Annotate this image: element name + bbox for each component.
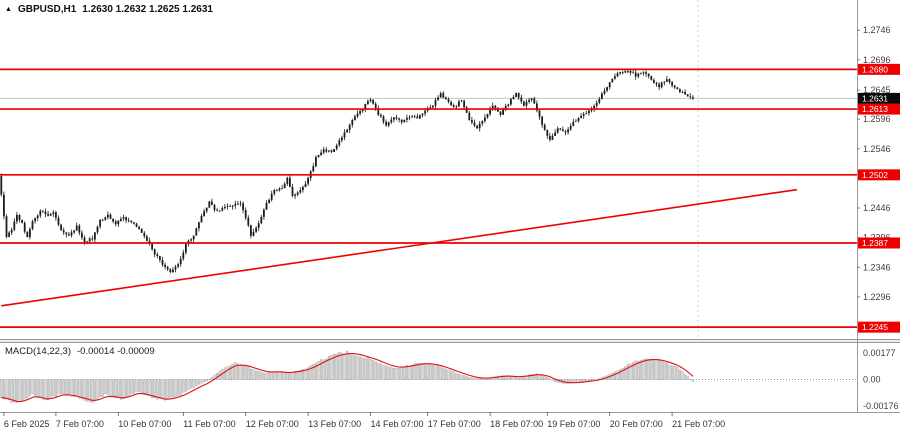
time-axis-label: 14 Feb 07:00 xyxy=(371,419,424,429)
time-axis-label: 17 Feb 07:00 xyxy=(428,419,481,429)
level-price-badge xyxy=(858,103,900,115)
time-axis[interactable]: 6 Feb 2025 7 Feb 07:00 10 Feb 07:00 11 Feb … xyxy=(3,412,725,429)
price-badge-label: 1.2245 xyxy=(862,322,888,332)
macd-indicator-label: MACD(14,22,3) -0.00014 -0.00009 xyxy=(5,346,155,357)
level-price-badge xyxy=(858,237,900,249)
chart-header: ▲ GBPUSD,H1 1.2630 1.2632 1.2625 1.2631 xyxy=(5,4,213,15)
macd-histogram xyxy=(0,350,694,404)
price-badge-label: 1.2613 xyxy=(862,104,888,114)
price-tick-label: 1.2746 xyxy=(863,25,891,35)
price-tick-label: 1.2596 xyxy=(863,114,891,124)
price-tick-label: 1.2296 xyxy=(863,292,891,302)
price-badge-label: 1.2631 xyxy=(862,93,888,103)
time-axis-label: 20 Feb 07:00 xyxy=(610,419,663,429)
level-price-badge xyxy=(858,321,900,333)
price-tick-label: 1.2546 xyxy=(863,144,891,154)
current-price-badge xyxy=(858,92,900,104)
price-badge-label: 1.2502 xyxy=(862,170,888,180)
macd-axis: 0.00177 0.00 -0.00176 xyxy=(863,348,899,411)
chart-symbol-icon: ▲ xyxy=(5,6,12,13)
time-axis-label: 6 Feb 2025 xyxy=(4,419,50,429)
macd-axis-label: 0.00 xyxy=(863,375,881,385)
price-tick-label: 1.2696 xyxy=(863,55,891,65)
panel-splitter[interactable] xyxy=(0,339,900,343)
macd-signal-line xyxy=(1,353,694,403)
level-price-badge xyxy=(858,63,900,75)
trend-line[interactable] xyxy=(1,188,798,307)
time-axis-label: 21 Feb 07:00 xyxy=(672,419,725,429)
price-tick-label: 1.2645 xyxy=(863,85,891,95)
candles-layer xyxy=(0,69,694,274)
ohlc-values: 1.2630 1.2632 1.2625 1.2631 xyxy=(82,4,213,15)
time-axis-label: 11 Feb 07:00 xyxy=(183,419,235,429)
time-axis-label: 7 Feb 07:00 xyxy=(56,419,104,429)
price-tick-label: 1.2446 xyxy=(863,203,891,213)
price-tick-label: 1.2346 xyxy=(863,262,891,272)
symbol-period-label: GBPUSD,H1 xyxy=(17,4,77,15)
level-lines[interactable] xyxy=(0,68,857,328)
time-axis-label: 12 Feb 07:00 xyxy=(246,419,299,429)
macd-axis-label: -0.00176 xyxy=(863,401,899,411)
price-axis[interactable]: 1.2746 1.2696 1.2645 1.2596 1.2546 1.2446 1.23… xyxy=(857,25,900,333)
price-badge-label: 1.2680 xyxy=(862,64,888,74)
level-price-badge xyxy=(858,169,900,181)
macd-name: MACD(14,22,3) xyxy=(5,346,71,357)
time-axis-label: 18 Feb 07:00 xyxy=(490,419,543,429)
time-axis-label: 19 Feb 07:00 xyxy=(547,419,600,429)
macd-current-values: -0.00014 -0.00009 xyxy=(77,346,155,357)
macd-axis-label: 0.00177 xyxy=(863,348,896,358)
time-axis-label: 10 Feb 07:00 xyxy=(118,419,171,429)
time-axis-label: 13 Feb 07:00 xyxy=(308,419,361,429)
price-badge-label: 1.2387 xyxy=(862,238,888,248)
